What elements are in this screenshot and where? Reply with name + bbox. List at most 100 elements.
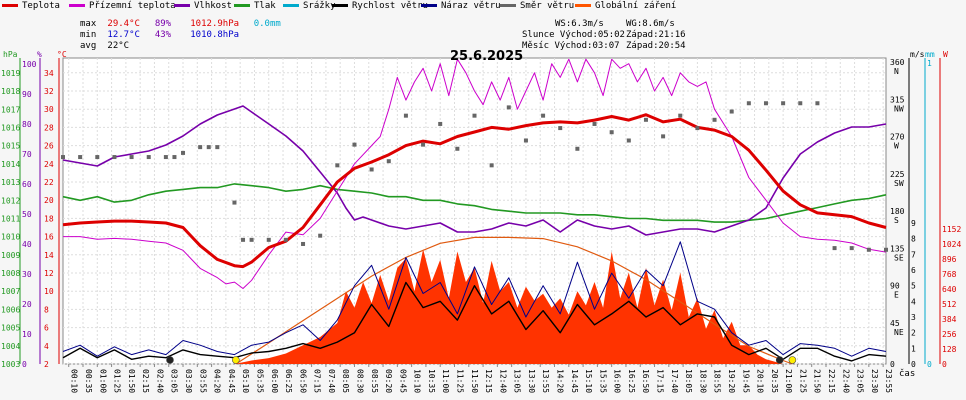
humidity-tick: 20: [22, 300, 32, 309]
wind-dir-point: [866, 247, 871, 252]
wind-direction-points: [61, 101, 888, 252]
pressure-tick: 1003: [1, 360, 20, 369]
pressure-tick: 1016: [1, 124, 20, 133]
wind-speed-tick: 6: [911, 266, 916, 275]
solar-tick: 0: [942, 360, 947, 369]
temperature-tick: 14: [44, 251, 54, 260]
wind-dir-point: [301, 241, 306, 246]
x-tick-label: 23:30: [870, 369, 879, 393]
x-tick-label: 21:00: [784, 369, 793, 393]
x-tick-label: 09:20: [384, 369, 393, 393]
wind-dir-point: [506, 105, 511, 110]
legend-item: Vlhkost: [174, 1, 232, 11]
wind-dir-tick: 270: [890, 133, 905, 142]
pressure-tick: 1018: [1, 87, 20, 96]
legend-item: Rychlost větru: [332, 1, 428, 11]
wind-dir-point: [695, 126, 700, 131]
legend-item: Náraz větru: [421, 1, 501, 11]
legend-swatch: [174, 4, 190, 7]
humidity-tick: 40: [22, 240, 32, 249]
legend-label: Globální záření: [595, 1, 677, 11]
wind-dir-tick: S: [894, 216, 899, 225]
wind-dir-point: [181, 150, 186, 155]
solar-tick: 640: [942, 285, 957, 294]
wind-dir-point: [489, 163, 494, 168]
x-tick-label: 01:00: [98, 369, 107, 393]
x-tick-label: 17:40: [670, 369, 679, 393]
x-tick-label: 15:10: [584, 369, 593, 393]
stat-hum: 43%: [154, 30, 172, 40]
wind-dir-point: [592, 121, 597, 126]
humidity-tick: 30: [22, 270, 32, 279]
wind-speed-tick: 3: [911, 313, 916, 322]
wind-dir-point: [95, 155, 100, 160]
wind-dir-tick: 135: [890, 244, 905, 253]
stat-temp: 22°C: [107, 41, 130, 51]
wind-dir-point: [232, 200, 237, 205]
legend-label: Přízemní teplota: [89, 1, 176, 11]
x-tick-label: 00:10: [70, 369, 79, 393]
wind-dir-point: [455, 146, 460, 151]
temperature-tick: 12: [44, 269, 54, 278]
legend-swatch: [283, 4, 299, 7]
temperature-unit: °C: [57, 50, 67, 59]
wind-speed-tick: 1: [911, 344, 916, 353]
stat-hum: 89%: [154, 19, 172, 29]
x-tick-label: 06:50: [298, 369, 307, 393]
wind-dir-point: [241, 237, 246, 242]
humidity-tick: 10: [22, 330, 32, 339]
x-tick-label: 14:20: [556, 369, 565, 393]
wind-dir-point: [386, 159, 391, 164]
wind-speed-tick: 4: [911, 297, 916, 306]
x-tick-label: 08:05: [341, 369, 350, 393]
wind-dir-point: [884, 247, 888, 252]
legend-label: Rychlost větru: [352, 1, 428, 11]
x-tick-label: 13:30: [527, 369, 536, 393]
pressure-tick: 1017: [1, 105, 20, 114]
wind-dir-point: [112, 155, 117, 160]
legend-swatch: [421, 4, 437, 7]
x-tick-label: 22:40: [841, 369, 850, 393]
humidity-tick: 0: [22, 360, 27, 369]
x-tick-label: 03:55: [198, 369, 207, 393]
wind-dir-point: [661, 134, 666, 139]
wind-dir-point: [421, 142, 426, 147]
legend-swatch: [234, 4, 250, 7]
x-tick-label: 05:35: [255, 369, 264, 393]
solar-tick: 128: [942, 345, 957, 354]
wind-dir-point: [78, 155, 83, 160]
legend-label: Náraz větru: [441, 1, 501, 11]
wind-dir-tick: 45: [890, 319, 900, 328]
wind-dir-point: [523, 138, 528, 143]
x-tick-label: 08:30: [355, 369, 364, 393]
x-tick-label: 16:00: [613, 369, 622, 393]
sun-moon-marker: [232, 356, 240, 364]
wind-dir-point: [129, 155, 134, 160]
wind-dir-point: [172, 155, 177, 160]
x-tick-label: 00:35: [84, 369, 93, 393]
wind-dir-point: [369, 167, 374, 172]
wind-speed-avg: WS:6.3m/s: [555, 19, 604, 29]
wind-dir-tick: NE: [894, 328, 904, 337]
wind-dir-point: [352, 142, 357, 147]
legend-item: Přízemní teplota: [69, 1, 176, 11]
right-axes: 045NE90E135SE180S225SW270W315NW360N01234…: [890, 50, 961, 369]
temperature-tick: 16: [44, 233, 54, 242]
x-tick-label: 16:50: [641, 369, 650, 393]
x-tick-label: 05:10: [241, 369, 250, 393]
solar-tick: 256: [942, 330, 957, 339]
rain-unit: mm: [925, 50, 935, 59]
temperature-tick: 18: [44, 214, 54, 223]
temperature-tick: 26: [44, 142, 54, 151]
wind-dir-tick: 360: [890, 58, 905, 67]
legend-swatch: [500, 4, 516, 7]
solar-unit: W: [943, 50, 948, 59]
stat-max: max 29.4°C 89% 1012.9hPa 0.0mm: [80, 19, 281, 29]
sun-moon-marker: [788, 356, 797, 364]
rain-tick: 0: [927, 360, 932, 369]
x-tick-label: 11:50: [470, 369, 479, 393]
stat-rain: 0.0mm: [253, 19, 281, 29]
wind-dir-point: [763, 101, 768, 106]
x-tick-label: 19:20: [727, 369, 736, 393]
